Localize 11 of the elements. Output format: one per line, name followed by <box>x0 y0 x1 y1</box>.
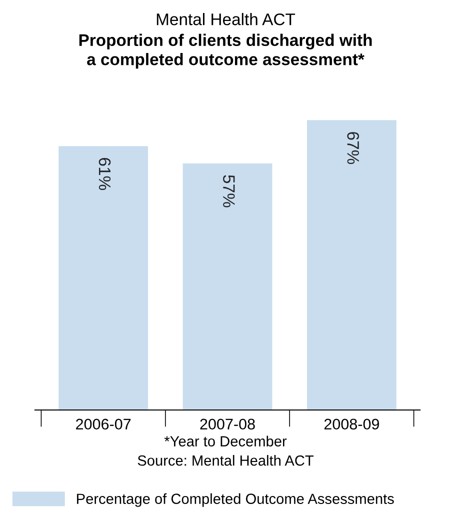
data-label: 67% <box>347 132 360 164</box>
legend-label: Percentage of Completed Outcome Assessments <box>77 493 394 507</box>
text: *Year to December <box>164 436 287 446</box>
chart-subtitle: Mental Health ACT <box>156 13 296 26</box>
data-label: 57% <box>223 175 235 208</box>
x-tick-label: 2006-07 <box>76 418 131 430</box>
data-label: 61% <box>98 158 111 190</box>
x-tick-label: 2008-09 <box>324 418 380 430</box>
chart-title: Proportion of clients discharged with a completed outcome assessment* <box>79 34 372 69</box>
source-note: Source: Mental Health ACT <box>138 455 314 466</box>
x-tick-label: 2007-08 <box>200 418 255 430</box>
